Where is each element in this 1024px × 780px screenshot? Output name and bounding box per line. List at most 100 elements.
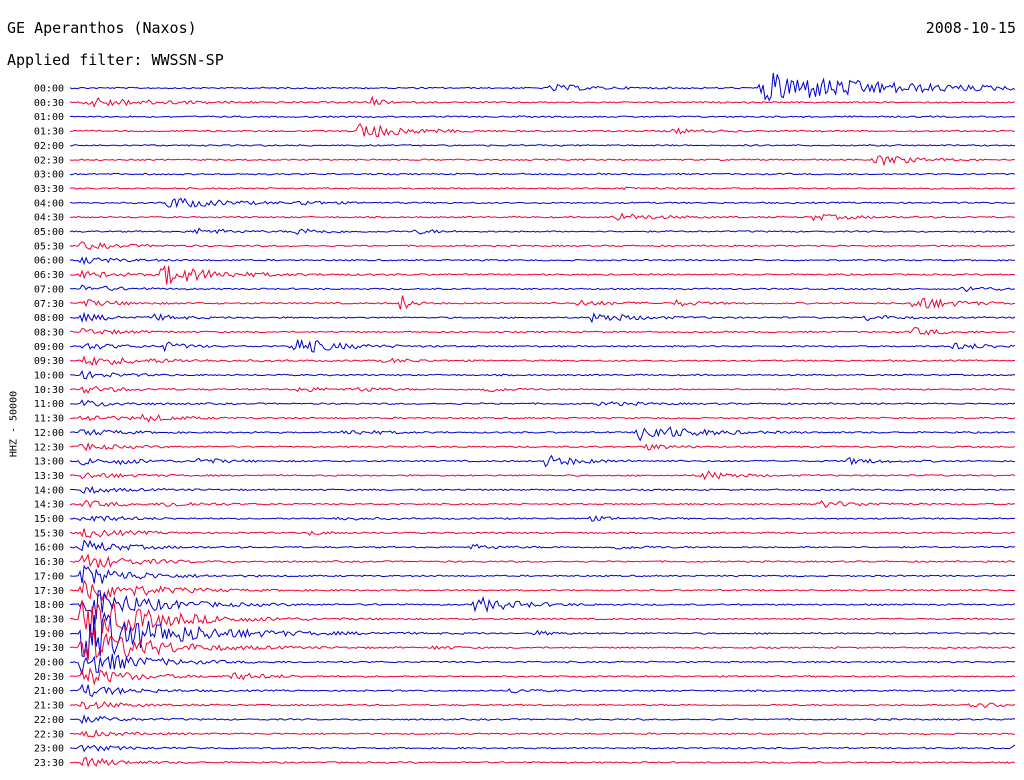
trace-2130 (69, 701, 1016, 710)
trace-0800 (69, 311, 1016, 324)
row-label-0000: 00:00 (34, 84, 64, 95)
row-label-1430: 14:30 (34, 500, 64, 511)
trace-0300 (69, 172, 1016, 176)
row-label-0830: 08:30 (34, 327, 64, 338)
trace-0230 (69, 155, 1016, 167)
row-label-0330: 03:30 (34, 184, 64, 195)
row-label-0230: 02:30 (34, 155, 64, 166)
row-label-0430: 04:30 (34, 213, 64, 224)
row-label-1300: 13:00 (34, 457, 64, 468)
trace-0830 (69, 327, 1016, 336)
row-label-1930: 19:30 (34, 643, 64, 654)
trace-0530 (69, 241, 1016, 250)
row-label-0730: 07:30 (34, 299, 64, 310)
trace-1600 (69, 539, 1016, 552)
trace-0130 (69, 123, 1016, 138)
row-label-1700: 17:00 (34, 571, 64, 582)
trace-2330 (69, 756, 1016, 768)
trace-1300 (69, 454, 1016, 468)
row-label-0630: 06:30 (34, 270, 64, 281)
trace-0700 (69, 284, 1016, 293)
row-label-1130: 11:30 (34, 414, 64, 425)
row-label-2330: 23:30 (34, 758, 64, 769)
row-label-0200: 02:00 (34, 141, 64, 152)
trace-0000 (69, 72, 1016, 102)
row-label-2200: 22:00 (34, 715, 64, 726)
row-label-0130: 01:30 (34, 127, 64, 138)
row-label-2030: 20:30 (34, 672, 64, 683)
filter-label: Applied filter: WWSSN-SP (7, 51, 224, 69)
row-label-1800: 18:00 (34, 600, 64, 611)
trace-1930 (69, 629, 1016, 661)
row-label-1400: 14:00 (34, 485, 64, 496)
trace-0430 (69, 212, 1016, 222)
trace-1000 (69, 370, 1016, 380)
row-label-0530: 05:30 (34, 241, 64, 252)
row-label-1530: 15:30 (34, 528, 64, 539)
trace-1100 (70, 399, 1016, 407)
trace-1630 (69, 553, 1016, 568)
row-label-0700: 07:00 (34, 284, 64, 295)
row-label-0300: 03:00 (34, 170, 64, 181)
row-label-1730: 17:30 (34, 586, 64, 597)
row-label-1100: 11:00 (34, 399, 64, 410)
trace-0100 (69, 115, 1016, 119)
row-label-1830: 18:30 (34, 614, 64, 625)
row-label-0030: 00:30 (34, 98, 64, 109)
row-label-1630: 16:30 (34, 557, 64, 568)
row-label-2000: 20:00 (34, 658, 64, 669)
trace-2300 (69, 744, 1016, 753)
trace-1200 (69, 426, 1016, 442)
trace-1500 (69, 515, 1016, 522)
trace-0930 (69, 355, 1015, 367)
trace-2230 (69, 729, 1015, 738)
trace-0030 (69, 95, 1016, 108)
trace-2200 (69, 714, 1016, 725)
trace-0630 (69, 264, 1016, 285)
row-label-1600: 16:00 (34, 543, 64, 554)
trace-0200 (69, 143, 1016, 147)
row-label-0100: 01:00 (34, 112, 64, 123)
trace-1130 (69, 413, 1016, 423)
row-label-2300: 23:00 (34, 744, 64, 755)
trace-1030 (69, 386, 1016, 394)
row-label-1030: 10:30 (34, 385, 64, 396)
row-label-2130: 21:30 (34, 701, 64, 712)
row-label-1900: 19:00 (34, 629, 64, 640)
row-label-2230: 22:30 (34, 729, 64, 740)
row-label-1200: 12:00 (34, 428, 64, 439)
trace-1900 (69, 611, 1016, 660)
trace-2100 (69, 683, 1016, 698)
trace-1730 (70, 579, 1016, 602)
trace-1800 (69, 590, 1016, 620)
station-title: GE Aperanthos (Naxos) (7, 19, 197, 37)
trace-0600 (69, 256, 1015, 266)
trace-1430 (69, 499, 1016, 509)
trace-1230 (69, 442, 1016, 452)
row-label-1230: 12:30 (34, 442, 64, 453)
row-label-0500: 05:00 (34, 227, 64, 238)
trace-1330 (69, 470, 1016, 481)
trace-1400 (69, 485, 1016, 494)
row-label-0900: 09:00 (34, 342, 64, 353)
trace-0500 (69, 227, 1016, 236)
row-label-1330: 13:30 (34, 471, 64, 482)
row-label-2100: 21:00 (34, 686, 64, 697)
row-label-1000: 10:00 (34, 371, 64, 382)
trace-0900 (69, 338, 1016, 353)
row-label-0600: 06:00 (34, 256, 64, 267)
trace-0730 (69, 295, 1016, 310)
trace-1530 (69, 528, 1016, 539)
row-label-0930: 09:30 (34, 356, 64, 367)
trace-1830 (69, 600, 1016, 639)
plot-date: 2008-10-15 (925, 19, 1016, 37)
row-label-0400: 04:00 (34, 198, 64, 209)
trace-2030 (69, 667, 1016, 686)
trace-0400 (69, 197, 1016, 209)
trace-0330 (69, 186, 1016, 191)
trace-1700 (69, 564, 1015, 584)
row-label-1500: 15:00 (34, 514, 64, 525)
row-label-0800: 08:00 (34, 313, 64, 324)
trace-2000 (69, 653, 1015, 675)
